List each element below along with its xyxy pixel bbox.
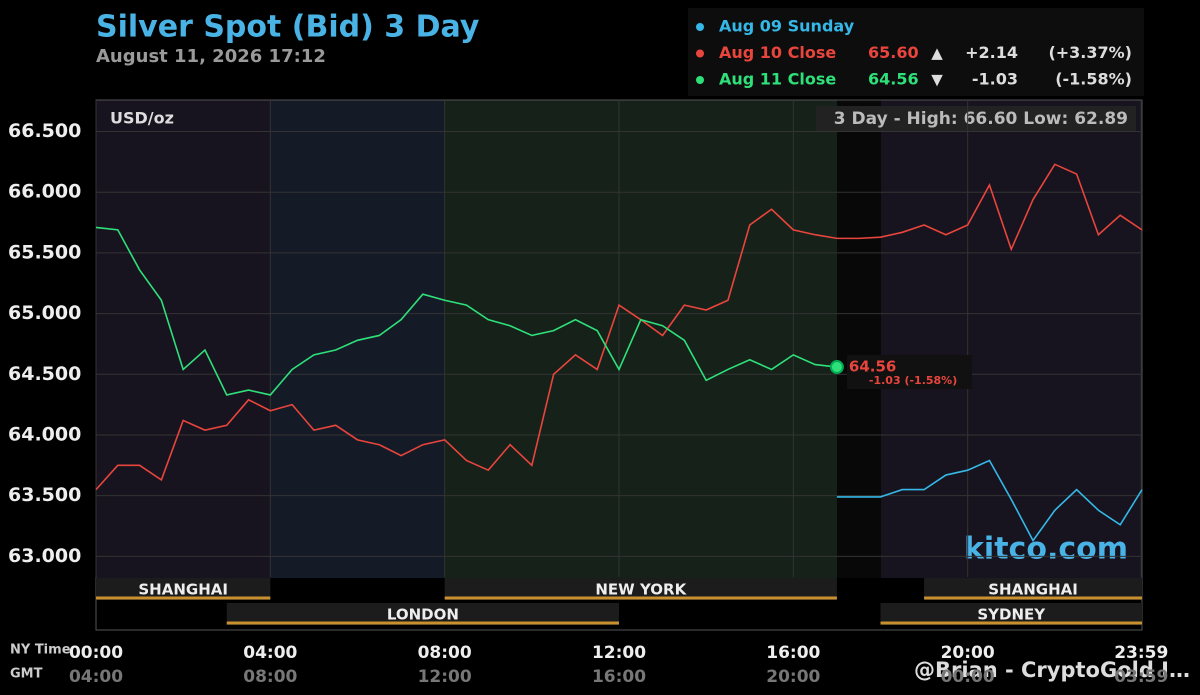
x-tick-label: 23:59 bbox=[1114, 643, 1168, 663]
zone bbox=[270, 100, 444, 578]
end-label-box bbox=[846, 355, 972, 390]
session-label: SHANGHAI bbox=[138, 581, 228, 599]
legend-pct: (+3.37%) bbox=[1048, 43, 1132, 62]
chart-title: Silver Spot (Bid) 3 Day bbox=[96, 10, 480, 45]
y-tick-label: 64.000 bbox=[8, 423, 81, 445]
y-tick-label: 64.500 bbox=[8, 363, 81, 385]
legend-arrow: ▲ bbox=[931, 44, 943, 62]
session-band bbox=[924, 578, 1142, 600]
legend-pct: (-1.58%) bbox=[1055, 70, 1132, 89]
session-band bbox=[226, 603, 619, 625]
session-label: SHANGHAI bbox=[988, 581, 1078, 599]
legend-arrow: ▼ bbox=[931, 71, 943, 89]
x2-tick-label: 20:00 bbox=[766, 667, 820, 687]
legend-value: 64.56 bbox=[868, 70, 919, 89]
legend-box bbox=[688, 8, 1144, 96]
zone bbox=[96, 100, 270, 578]
session-band bbox=[880, 603, 1142, 625]
x-tick-label: 16:00 bbox=[766, 643, 820, 663]
subtitle: August 11, 2026 17:12 bbox=[96, 46, 326, 67]
y-tick-label: 65.000 bbox=[8, 302, 81, 324]
x2-axis-label: GMT bbox=[10, 667, 43, 682]
y-tick-label: 66.000 bbox=[8, 181, 81, 203]
y-tick-label: 63.500 bbox=[8, 484, 81, 506]
legend-label: Aug 09 Sunday bbox=[719, 17, 855, 36]
credit: @Brian - CryptoGold I… bbox=[914, 658, 1190, 682]
x-tick-label: 04:00 bbox=[243, 643, 297, 663]
x2-tick-label: 16:00 bbox=[592, 667, 646, 687]
end-marker bbox=[829, 360, 844, 375]
session-label: NEW YORK bbox=[595, 581, 687, 599]
x-axis-label: NY Time bbox=[10, 643, 71, 658]
end-change: -1.03 (-1.58%) bbox=[869, 374, 957, 387]
legend-marker bbox=[696, 76, 704, 84]
session-band bbox=[96, 578, 271, 600]
x2-tick-label: 03:59 bbox=[1114, 667, 1168, 687]
x-tick-label: 20:00 bbox=[941, 643, 995, 663]
zone bbox=[881, 100, 1142, 578]
legend-marker bbox=[696, 49, 704, 58]
session-band bbox=[444, 578, 837, 600]
range-text: 3 Day - High: 66.60 Low: 62.89 bbox=[834, 109, 1128, 129]
series-line bbox=[95, 163, 1143, 491]
legend-change: +2.14 bbox=[965, 43, 1018, 62]
legend-marker bbox=[696, 23, 704, 31]
x-tick-label: 00:00 bbox=[69, 643, 123, 663]
y-tick-label: 63.000 bbox=[8, 545, 81, 567]
session-label: LONDON bbox=[387, 606, 459, 624]
x-tick-label: 12:00 bbox=[592, 643, 646, 663]
y-tick-label: 65.500 bbox=[8, 241, 81, 263]
range-box bbox=[816, 106, 1136, 132]
x2-tick-label: 08:00 bbox=[243, 667, 297, 687]
unit-label: USD/oz bbox=[110, 109, 174, 128]
legend-value: 65.60 bbox=[868, 43, 919, 62]
zone bbox=[444, 100, 837, 578]
watermark: kitco.com bbox=[964, 532, 1128, 567]
x2-tick-label: 00:00 bbox=[941, 667, 995, 687]
x-tick-label: 08:00 bbox=[418, 643, 472, 663]
legend-change: -1.03 bbox=[972, 70, 1018, 89]
end-label: 64.56 bbox=[849, 358, 896, 376]
session-label: SYDNEY bbox=[977, 606, 1046, 624]
y-tick-label: 66.500 bbox=[8, 120, 81, 142]
series-line bbox=[836, 459, 1143, 543]
series-line bbox=[95, 226, 838, 396]
legend-label: Aug 10 Close bbox=[719, 43, 836, 62]
x2-tick-label: 12:00 bbox=[418, 667, 472, 687]
legend-label: Aug 11 Close bbox=[719, 70, 836, 89]
zone bbox=[837, 100, 881, 578]
x2-tick-label: 04:00 bbox=[69, 667, 123, 687]
